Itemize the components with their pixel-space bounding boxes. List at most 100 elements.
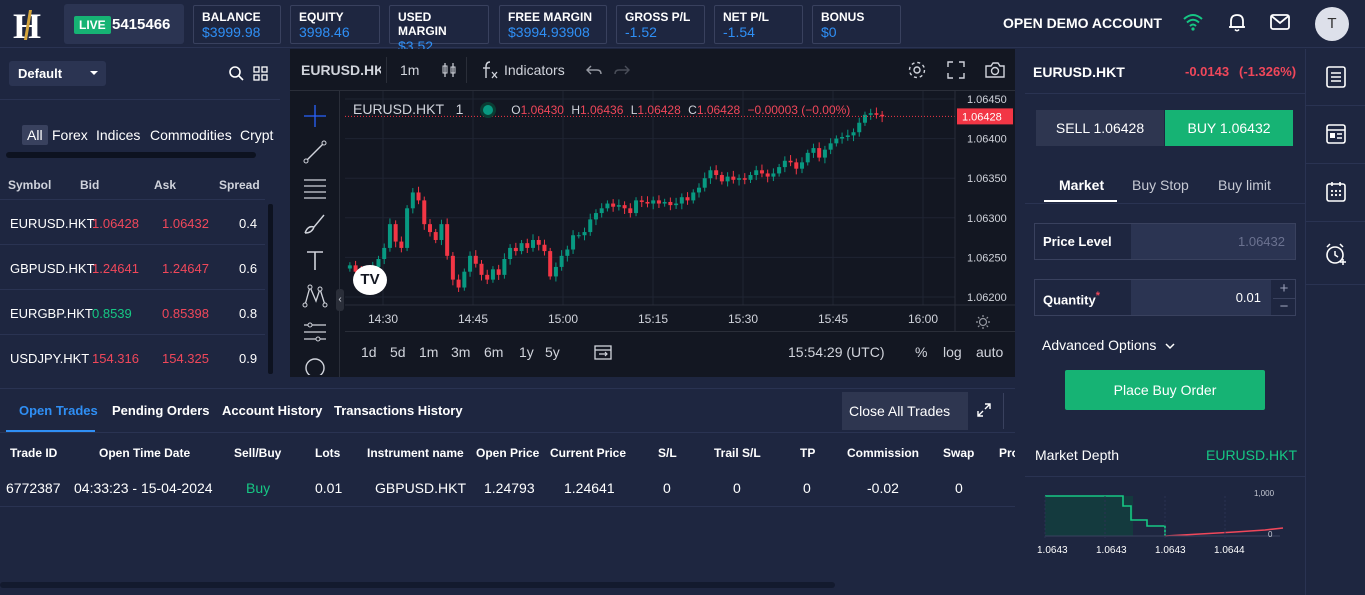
text-tool-icon[interactable] — [302, 247, 328, 273]
trades-scrollbar[interactable] — [0, 582, 835, 588]
settings-gear-icon[interactable] — [907, 60, 927, 80]
range-button-1y[interactable]: 1y — [519, 344, 534, 360]
order-tab-buy-stop[interactable]: Buy Stop — [1132, 177, 1189, 193]
indicators-button[interactable]: Indicators — [504, 62, 565, 78]
col-header-ask[interactable]: Ask — [154, 178, 177, 192]
depth-chart[interactable] — [1035, 482, 1305, 572]
indicators-icon[interactable] — [480, 60, 500, 80]
col-header-trade-id[interactable]: Trade ID — [10, 446, 58, 460]
crosshair-icon[interactable] — [302, 103, 328, 129]
order-tab-market[interactable]: Market — [1059, 177, 1105, 193]
bell-icon[interactable] — [1226, 11, 1248, 33]
candle-body — [862, 114, 867, 123]
calendar-icon[interactable] — [1324, 180, 1348, 204]
brush-icon[interactable] — [302, 211, 328, 237]
quantity-decrement-button[interactable]: − — [1273, 298, 1295, 315]
range-button-1d[interactable]: 1d — [361, 344, 377, 360]
log-toggle[interactable]: log — [943, 344, 962, 360]
watchlist-row[interactable]: GBPUSD.HKT 1.24641 1.24647 0.6 — [0, 245, 265, 290]
range-button-6m[interactable]: 6m — [484, 344, 504, 360]
watchlist-scrollbar[interactable] — [268, 204, 273, 374]
watchlist-select[interactable]: Default — [9, 61, 106, 86]
category-tab-crypto[interactable]: Crypt — [240, 127, 274, 143]
candle-body — [794, 162, 799, 169]
collapse-toolbar-handle[interactable]: ‹ — [336, 289, 344, 311]
tab-pending-orders[interactable]: Pending Orders — [112, 403, 210, 418]
range-button-3m[interactable]: 3m — [451, 344, 471, 360]
category-tab-indices[interactable]: Indices — [96, 127, 141, 143]
fullscreen-icon[interactable] — [947, 61, 965, 79]
alarm-clock-icon[interactable] — [1324, 242, 1348, 266]
grid-icon[interactable] — [253, 66, 268, 81]
open-demo-account-button[interactable]: OPEN DEMO ACCOUNT — [1003, 15, 1162, 31]
tab-account-history[interactable]: Account History — [222, 403, 323, 418]
mail-icon[interactable] — [1269, 11, 1291, 33]
undo-icon[interactable] — [586, 62, 602, 78]
auto-toggle[interactable]: auto — [976, 344, 1004, 360]
category-tab-all[interactable]: All — [22, 125, 48, 145]
chart-symbol-button[interactable]: EURUSD.HKT — [301, 62, 381, 78]
watchlist-row[interactable]: USDJPY.HKT 154.316 154.325 0.9 — [0, 335, 265, 380]
tradingview-logo[interactable]: TV — [353, 265, 387, 295]
sell-button[interactable]: SELL 1.06428 — [1036, 110, 1164, 146]
avatar[interactable]: T — [1315, 7, 1349, 41]
col-header-commission[interactable]: Commission — [847, 446, 920, 460]
col-header-sell-buy[interactable]: Sell/Buy — [234, 446, 282, 460]
place-order-button[interactable]: Place Buy Order — [1065, 370, 1265, 410]
fib-retracement-icon[interactable] — [302, 175, 328, 201]
candle-type-icon[interactable] — [440, 61, 458, 79]
range-button-5d[interactable]: 5d — [390, 344, 406, 360]
quantity-increment-button[interactable]: + — [1279, 280, 1289, 297]
category-scrollbar[interactable] — [6, 152, 256, 158]
date-range-icon[interactable] — [593, 343, 613, 361]
brand-logo[interactable]: H — [10, 6, 50, 46]
col-header-trail-sl[interactable]: Trail S/L — [714, 446, 761, 460]
search-icon[interactable] — [228, 65, 244, 81]
category-tab-commodities[interactable]: Commodities — [150, 127, 232, 143]
range-button-5y[interactable]: 5y — [545, 344, 560, 360]
expand-icon[interactable] — [976, 402, 992, 418]
news-icon[interactable] — [1324, 122, 1348, 146]
chart-interval-button[interactable]: 1m — [400, 62, 420, 78]
quantity-label: Quantity — [1043, 292, 1096, 308]
table-row[interactable]: 6772387 04:33:23 - 15-04-2024 Buy 0.01 G… — [0, 467, 1015, 507]
col-header-bid[interactable]: Bid — [80, 178, 100, 192]
tab-open-trades[interactable]: Open Trades — [19, 403, 98, 418]
close-all-trades-button[interactable]: Close All Trades — [842, 392, 968, 430]
col-header-symbol[interactable]: Symbol — [8, 178, 52, 192]
advanced-options-toggle[interactable]: Advanced Options — [1042, 337, 1175, 353]
prediction-tool-icon[interactable] — [302, 319, 328, 345]
price-chart[interactable]: 1.06450 1.06400 1.06350 1.06300 1.06250 1.062… — [345, 91, 1015, 331]
buy-button[interactable]: BUY 1.06432 — [1165, 110, 1293, 146]
col-header-instrument[interactable]: Instrument name — [367, 446, 464, 460]
col-header-open-time[interactable]: Open Time Date — [99, 446, 191, 460]
order-list-icon[interactable] — [1324, 65, 1348, 89]
watchlist-row[interactable]: EURGBP.HKT 0.8539 0.85398 0.8 — [0, 290, 265, 335]
trend-line-icon[interactable] — [302, 139, 328, 165]
camera-icon[interactable] — [984, 60, 1006, 80]
watchlist-row[interactable]: EURUSD.HKT 1.06428 1.06432 0.4 — [0, 200, 265, 245]
chart-clock[interactable]: 15:54:29 (UTC) — [788, 344, 885, 360]
col-header-open-price[interactable]: Open Price — [476, 446, 540, 460]
col-header-current-price[interactable]: Current Price — [550, 446, 627, 460]
category-tab-forex[interactable]: Forex — [52, 127, 88, 143]
col-header-spread[interactable]: Spread — [219, 178, 260, 192]
sun-icon[interactable] — [975, 314, 991, 330]
price-level-input[interactable]: 1.06432 — [1131, 224, 1295, 259]
live-account-badge[interactable]: LIVE 5415466 — [64, 4, 184, 44]
col-header-swap[interactable]: Swap — [943, 446, 975, 460]
order-tab-buy-limit[interactable]: Buy limit — [1218, 177, 1271, 193]
candlestick-chart-svg[interactable]: 1.06450 1.06400 1.06350 1.06300 1.06250 1.062… — [345, 91, 1015, 331]
pattern-tool-icon[interactable] — [302, 283, 328, 309]
col-header-sl[interactable]: S/L — [658, 446, 677, 460]
col-header-profit[interactable]: Pro — [999, 446, 1015, 460]
emoji-icon[interactable] — [302, 355, 328, 375]
col-header-tp[interactable]: TP — [800, 446, 816, 460]
redo-icon[interactable] — [614, 62, 630, 78]
col-header-lots[interactable]: Lots — [315, 446, 341, 460]
y-tick-label: 1.06300 — [967, 213, 1007, 225]
range-button-1m[interactable]: 1m — [419, 344, 439, 360]
percent-toggle[interactable]: % — [915, 344, 928, 360]
quantity-input[interactable]: 0.01 — [1131, 280, 1271, 315]
tab-transactions-history[interactable]: Transactions History — [334, 403, 463, 418]
